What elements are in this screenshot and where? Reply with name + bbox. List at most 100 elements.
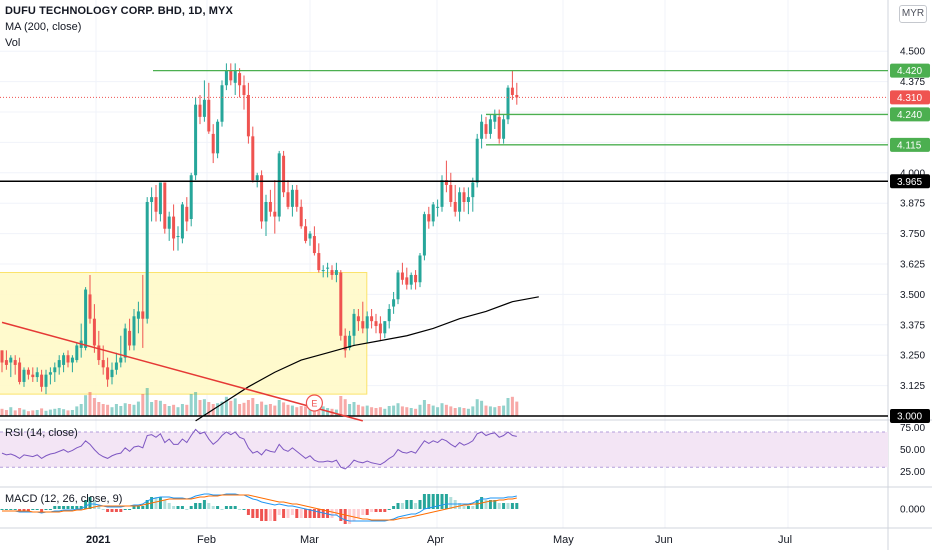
macd-histogram-bar [493,500,497,509]
candle-body [216,121,220,154]
candle-body [110,369,114,378]
volume-bar [418,404,422,416]
volume-bar [299,406,303,416]
candle-body [510,87,514,95]
candle-body [53,367,57,373]
macd-histogram-bar [167,503,171,509]
rsi-tick-label: 75.00 [900,423,925,434]
macd-histogram-bar [317,509,321,518]
rsi-legend[interactable]: RSI (14, close) [5,427,78,439]
volume-bar [282,402,286,416]
candle-body [497,116,501,139]
candle-body [66,355,70,363]
volume-bar [101,404,105,416]
candle-body [471,182,475,198]
candle-body [220,85,224,122]
macd-legend[interactable]: MACD (12, 26, close, 9) [5,493,123,505]
candle-body [343,335,347,351]
macd-histogram-bar [31,509,35,510]
price-tick-label: 4.000 [900,168,925,179]
candle-body [387,308,391,322]
price-tick-label: 3.750 [900,229,925,240]
macd-histogram-bar [202,500,206,509]
candle-body [466,197,470,202]
macd-histogram-bar [449,497,453,509]
volume-bar [132,404,136,416]
macd-histogram-bar [97,506,101,509]
macd-histogram-bar [13,509,17,510]
volume-bar [449,406,453,416]
volume-bar [510,396,514,416]
candle-body [44,374,48,387]
candle-body [449,184,453,202]
volume-bar [176,407,180,416]
candle-body [22,369,26,382]
volume-bar [427,404,431,416]
volume-bar [502,405,506,416]
time-axis-label: May [553,534,574,546]
candle-body [4,360,8,365]
time-axis-label: Feb [197,534,216,546]
macd-histogram-bar [330,509,334,518]
volume-bar [400,406,404,416]
macd-histogram-bar [163,500,167,509]
volume-bar [66,410,70,416]
macd-histogram-bar [101,509,105,510]
price-level-badge-label: 4.310 [897,93,922,104]
macd-histogram-bar [180,506,184,509]
volume-bar [180,404,184,416]
volume-bar [145,388,149,416]
macd-histogram-bar [185,509,189,510]
rsi-line [1,428,517,470]
price-level-badge [890,63,930,78]
macd-histogram-bar [75,506,79,509]
currency-button[interactable]: MYR [899,5,927,23]
macd-histogram-bar [466,506,470,509]
volume-bar [352,402,356,416]
macd-histogram-bar [110,509,114,512]
macd-histogram-bar [106,509,110,512]
volume-legend[interactable]: Vol [5,37,21,49]
candle-body [308,233,312,239]
macd-histogram-bar [233,506,237,509]
candle-body [251,136,255,181]
candle-body [150,197,154,202]
candle-body [440,180,444,207]
candle-body [136,311,140,319]
candle-body [75,345,79,361]
macd-histogram-bar [207,503,211,509]
candle-body [246,94,250,137]
volume-bar [466,408,470,416]
volume-bar [493,407,497,416]
volume-bar [264,404,268,416]
macd-histogram-bar [4,509,8,510]
time-axis-label: Jul [778,534,792,546]
volume-bar [488,406,492,416]
macd-tick-label: 0.000 [900,505,925,516]
candle-body [502,119,506,139]
candle-body [304,226,308,241]
macd-histogram-bar [48,509,52,510]
macd-histogram-bar [440,494,444,509]
macd-histogram-bar [334,509,338,515]
candle-body [352,313,356,336]
macd-histogram-bar [462,506,466,509]
highlight-rectangle [0,272,368,395]
candle-body [48,372,52,375]
volume-bar [57,408,61,416]
ma-legend[interactable]: MA (200, close) [5,21,82,33]
macd-histogram-bar [400,503,404,509]
volume-bar [9,407,13,416]
candle-body [31,374,35,378]
candle-body [255,175,259,181]
volume-bar [35,410,39,416]
macd-histogram-bar [0,509,4,510]
candle-body [70,357,74,363]
volume-bar [414,408,418,416]
macd-histogram-bar [114,509,118,512]
price-level-badge-label: 4.115 [897,140,922,151]
candle-body [480,121,484,139]
symbol-title[interactable]: DUFU TECHNOLOGY CORP. BHD, 1D, MYX [5,5,233,17]
candle-body [92,318,96,346]
